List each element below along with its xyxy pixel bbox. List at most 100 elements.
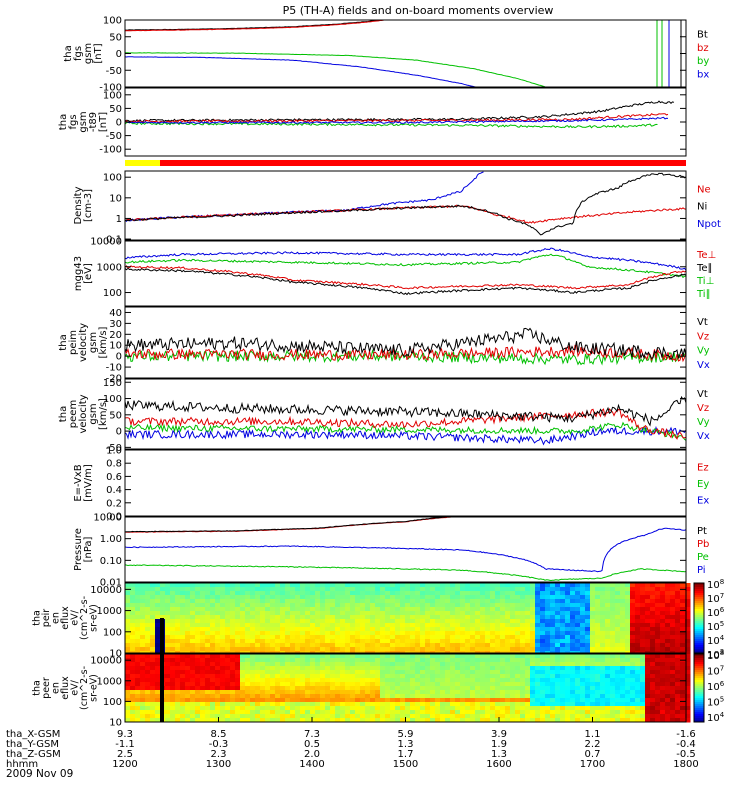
spec-cell (265, 710, 271, 715)
spec-cell (200, 595, 206, 600)
axis-label: Pressure (73, 528, 84, 571)
spec-cell (660, 670, 666, 675)
spec-cell (270, 654, 276, 659)
spec-cell (330, 654, 336, 659)
colorbar-exp: 3 (720, 648, 724, 656)
spec-cell (670, 611, 676, 616)
spec-cell (555, 670, 561, 675)
series-fgs-t89-bz (125, 113, 669, 124)
spec-cell (415, 643, 421, 648)
spec-cell (445, 639, 451, 644)
spec-cell (505, 658, 511, 663)
spec-cell (280, 718, 286, 723)
spec-cell (215, 587, 221, 592)
spec-cell (350, 706, 356, 711)
spec-cell (265, 670, 271, 675)
spec-cell (655, 647, 661, 652)
spec-cell (680, 686, 686, 691)
spec-cell (145, 643, 151, 648)
spec-cell (195, 611, 201, 616)
spec-cell (525, 643, 531, 648)
spec-cell (205, 619, 211, 624)
spec-cell (235, 591, 241, 596)
spec-cell (160, 603, 166, 608)
spec-cell (610, 591, 616, 596)
spec-cell (400, 607, 406, 612)
spec-cell (145, 678, 151, 683)
spec-cell (580, 666, 586, 671)
spec-cell (155, 662, 161, 667)
spec-cell (315, 702, 321, 707)
spec-cell (320, 702, 326, 707)
spec-cell (605, 718, 611, 723)
spec-cell (255, 603, 261, 608)
spec-cell (140, 670, 146, 675)
spec-cell (335, 619, 341, 624)
spec-cell (270, 674, 276, 679)
spec-cell (175, 607, 181, 612)
spec-cell (325, 670, 331, 675)
spec-cell (480, 615, 486, 620)
spec-cell (340, 654, 346, 659)
spec-cell (520, 706, 526, 711)
spec-cell (245, 686, 251, 691)
spec-cell (300, 714, 306, 719)
spec-cell (215, 690, 221, 695)
spec-cell (615, 666, 621, 671)
spec-cell (655, 674, 661, 679)
spec-cell (650, 599, 656, 604)
spec-cell (210, 623, 216, 628)
spec-cell (495, 615, 501, 620)
spec-cell (265, 718, 271, 723)
spec-cell (550, 702, 556, 707)
spec-cell (595, 714, 601, 719)
spec-cell (460, 619, 466, 624)
spec-cell (350, 599, 356, 604)
spec-cell (560, 639, 566, 644)
panel-peim-velocity-frame (124, 306, 687, 379)
spec-cell (415, 670, 421, 675)
spec-cell (490, 702, 496, 707)
spec-cell (375, 678, 381, 683)
spec-cell (450, 627, 456, 632)
spec-cell (520, 603, 526, 608)
spec-cell (250, 702, 256, 707)
spec-cell (450, 686, 456, 691)
spec-cell (380, 682, 386, 687)
spec-cell (150, 702, 156, 707)
spec-cell (580, 714, 586, 719)
spec-cell (280, 647, 286, 652)
spec-cell (480, 666, 486, 671)
spec-cell (220, 643, 226, 648)
spec-cell (615, 678, 621, 683)
spec-cell (415, 698, 421, 703)
spec-cell (625, 714, 631, 719)
spec-cell (365, 702, 371, 707)
spec-cell (570, 718, 576, 723)
spec-cell (450, 615, 456, 620)
spec-cell (320, 619, 326, 624)
spec-cell (495, 702, 501, 707)
spec-cell (475, 666, 481, 671)
plot-layer (125, 20, 704, 723)
spec-cell (125, 599, 131, 604)
spec-cell (260, 595, 266, 600)
spec-cell (390, 670, 396, 675)
spec-cell (460, 635, 466, 640)
spec-cell (500, 639, 506, 644)
spec-cell (140, 591, 146, 596)
spec-cell (210, 686, 216, 691)
spec-cell (420, 583, 426, 588)
spec-cell (310, 611, 316, 616)
spec-cell (570, 643, 576, 648)
spec-cell (375, 682, 381, 687)
spec-cell (355, 686, 361, 691)
spec-cell (570, 710, 576, 715)
axis-label: [nT] (98, 112, 109, 132)
x-tick-label: 2.0 (304, 749, 320, 760)
spec-cell (140, 690, 146, 695)
spec-cell (490, 599, 496, 604)
spec-cell (585, 603, 591, 608)
spec-cell (310, 670, 316, 675)
spec-cell (420, 694, 426, 699)
